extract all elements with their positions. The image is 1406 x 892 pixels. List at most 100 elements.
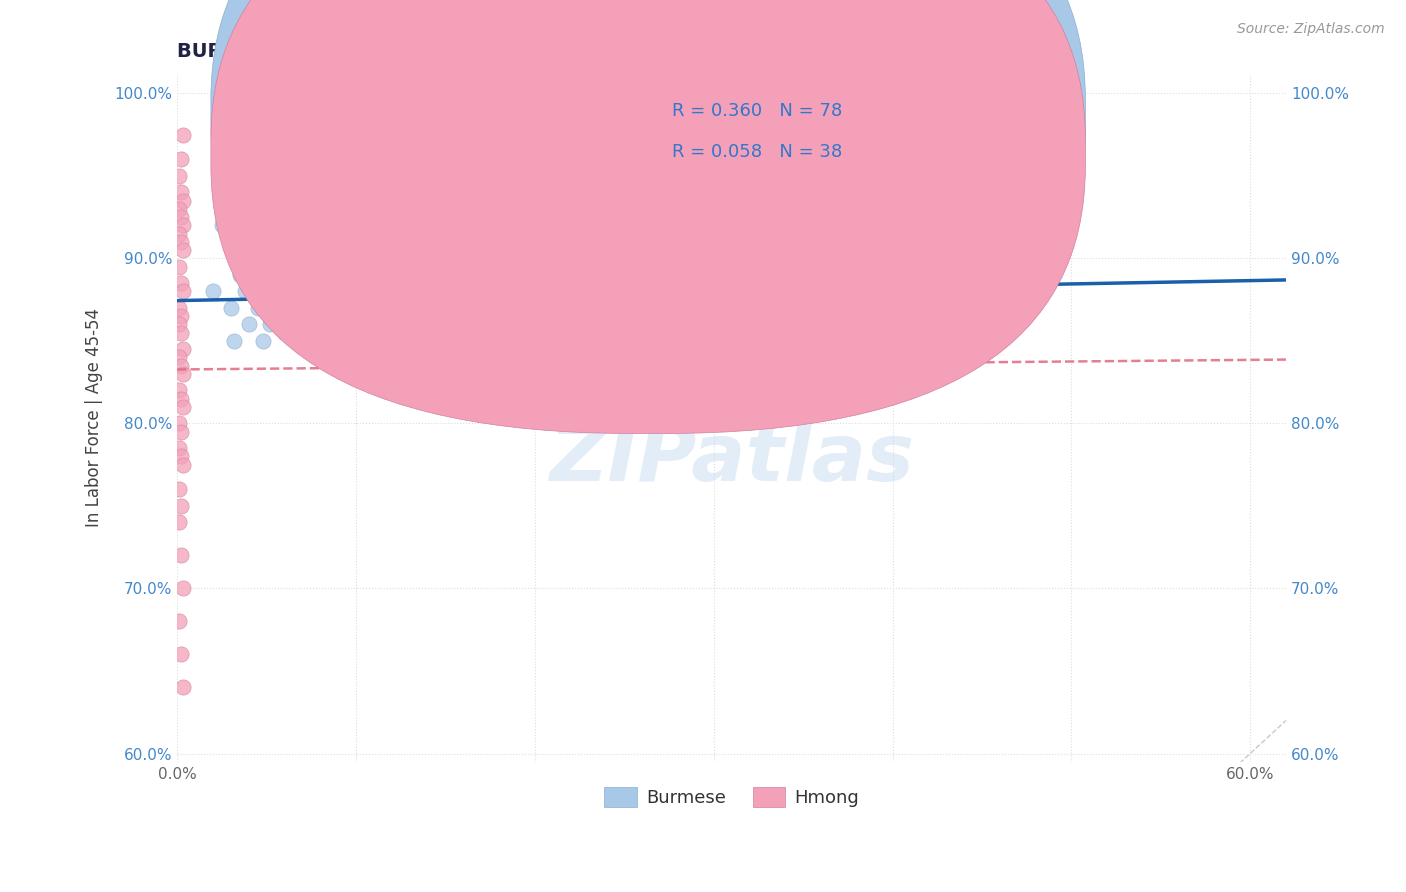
Point: [453, 293, 475, 307]
Point: [256, 252, 278, 266]
Point: [323, 285, 346, 299]
Point: [359, 301, 381, 315]
Point: [240, 252, 263, 266]
Point: [900, 326, 922, 340]
Point: [256, 285, 278, 299]
Point: [309, 301, 332, 315]
Point: [398, 301, 420, 315]
Point: [246, 301, 269, 315]
Point: [443, 285, 465, 299]
Point: [1025, 128, 1047, 142]
Point: [578, 285, 600, 299]
Point: [461, 276, 484, 290]
Point: [371, 276, 394, 290]
Point: [470, 293, 492, 307]
Point: [170, 549, 193, 563]
Legend: Burmese, Hmong: Burmese, Hmong: [598, 780, 866, 814]
Point: [170, 276, 193, 290]
Point: [506, 285, 529, 299]
Point: [666, 301, 689, 315]
Point: [167, 318, 190, 332]
Point: [283, 268, 305, 282]
Point: [330, 268, 353, 282]
Point: [224, 334, 246, 348]
Point: [336, 301, 359, 315]
Text: R = 0.058   N = 38: R = 0.058 N = 38: [672, 143, 842, 161]
Point: [312, 268, 335, 282]
Point: [381, 285, 404, 299]
Text: BURMESE VS HMONG IN LABOR FORCE | AGE 45-54 CORRELATION CHART: BURMESE VS HMONG IN LABOR FORCE | AGE 45…: [177, 42, 974, 62]
Point: [170, 153, 193, 167]
Point: [648, 301, 671, 315]
Point: [264, 268, 287, 282]
Point: [1007, 136, 1029, 150]
Point: [273, 326, 295, 340]
Point: [252, 334, 274, 348]
Point: [167, 384, 190, 398]
Point: [305, 285, 328, 299]
Point: [219, 301, 242, 315]
Point: [389, 293, 412, 307]
Point: [318, 309, 340, 323]
Point: [167, 227, 190, 241]
Point: [430, 285, 453, 299]
Point: [238, 318, 260, 332]
Point: [479, 268, 502, 282]
Point: [377, 293, 399, 307]
Point: [367, 293, 389, 307]
Point: [167, 169, 190, 183]
Point: [413, 260, 436, 274]
Text: ZIPatlas: ZIPatlas: [550, 420, 914, 498]
Point: [170, 648, 193, 662]
Point: [363, 268, 385, 282]
Point: [172, 400, 194, 414]
Point: [738, 384, 761, 398]
Point: [172, 681, 194, 695]
Point: [613, 169, 636, 183]
Point: [434, 301, 457, 315]
Point: [354, 285, 377, 299]
Point: [170, 392, 193, 406]
Point: [172, 128, 194, 142]
Point: [172, 367, 194, 381]
Point: [170, 235, 193, 249]
Point: [299, 326, 322, 340]
Point: [170, 359, 193, 373]
Point: [259, 318, 281, 332]
Point: [299, 301, 322, 315]
Point: [170, 326, 193, 340]
Point: [344, 293, 367, 307]
Point: [167, 441, 190, 455]
Point: [342, 276, 364, 290]
Point: [328, 293, 350, 307]
Point: [170, 309, 193, 323]
Point: [170, 425, 193, 439]
Point: [170, 499, 193, 513]
Point: [935, 301, 957, 315]
Point: [172, 285, 194, 299]
Point: [416, 293, 439, 307]
Point: [685, 285, 707, 299]
Point: [172, 219, 194, 233]
Point: [172, 342, 194, 356]
Point: [167, 260, 190, 274]
Point: [395, 268, 418, 282]
Point: [277, 293, 299, 307]
Point: [560, 334, 582, 348]
Point: [496, 293, 519, 307]
Point: [631, 301, 654, 315]
Point: [288, 318, 311, 332]
Point: [167, 615, 190, 629]
Point: [211, 219, 233, 233]
Text: R = 0.360   N = 78: R = 0.360 N = 78: [672, 103, 842, 120]
Y-axis label: In Labor Force | Age 45-54: In Labor Force | Age 45-54: [86, 308, 103, 527]
Point: [270, 301, 292, 315]
Point: [792, 375, 814, 389]
Point: [264, 293, 287, 307]
Point: [541, 293, 564, 307]
Point: [167, 351, 190, 365]
Point: [170, 210, 193, 224]
Point: [170, 450, 193, 464]
Point: [167, 202, 190, 216]
Point: [172, 243, 194, 257]
